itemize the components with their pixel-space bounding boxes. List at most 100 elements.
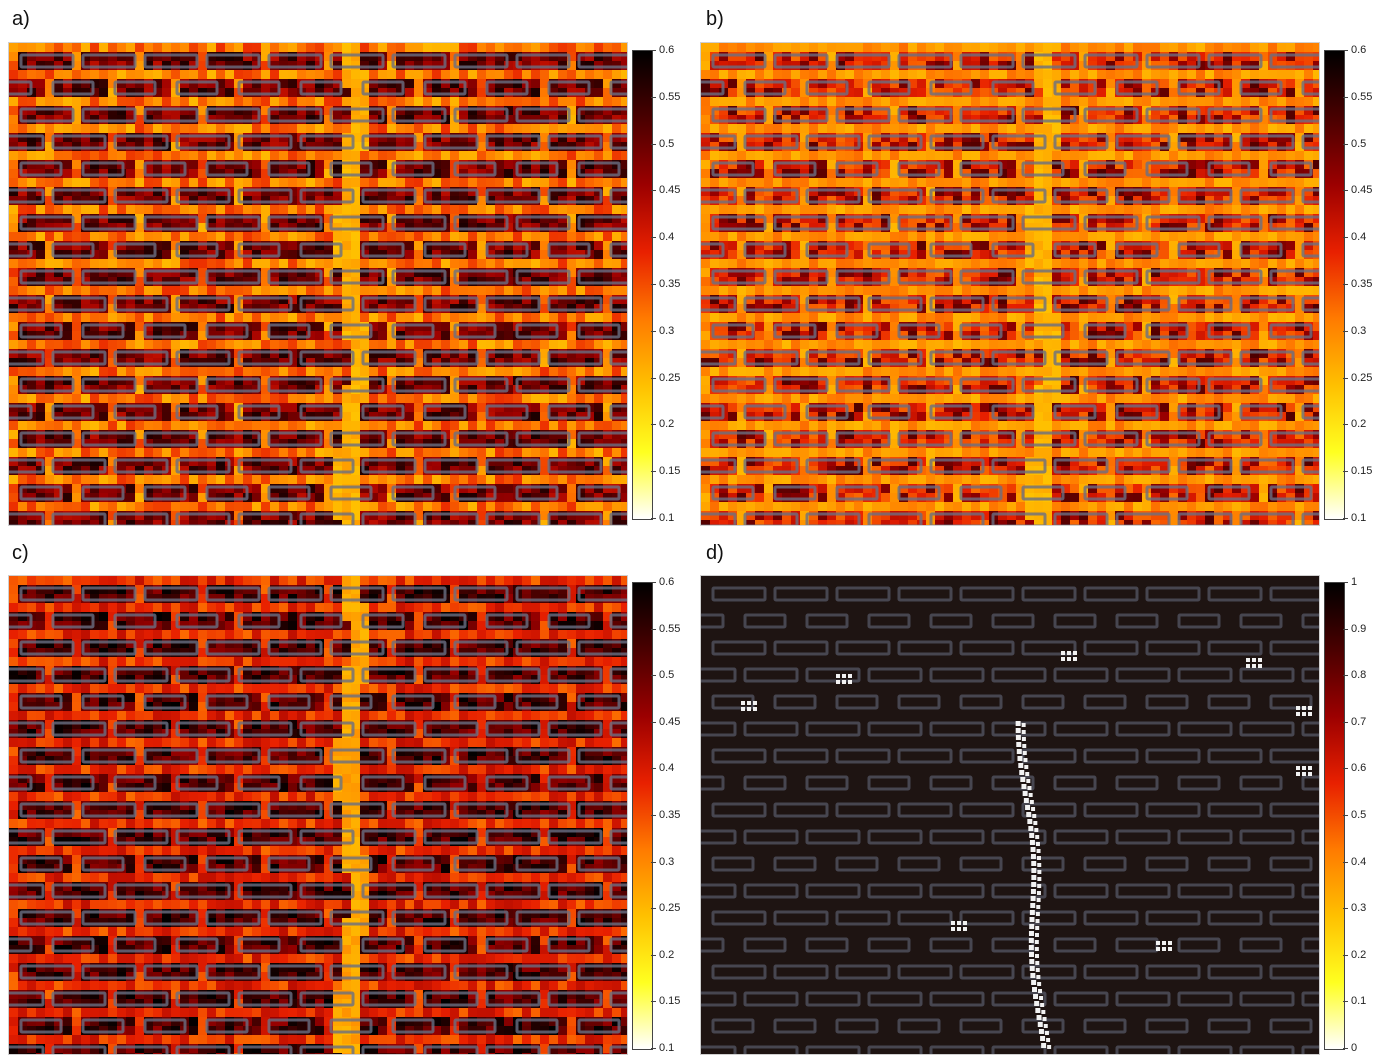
colorbar-tick-label: 0.15: [659, 465, 681, 477]
colorbar-tick-label: 0: [1351, 1042, 1358, 1054]
colorbar-tick: [1343, 908, 1348, 909]
colorbar-tick: [651, 629, 656, 630]
colorbar-tick: [1343, 190, 1348, 191]
colorbar-tick: [1343, 768, 1348, 769]
heatmap-svg: [701, 43, 1319, 525]
colorbar-tick-label: 0.4: [659, 231, 675, 243]
colorbar-tick-label: 0.9: [1351, 623, 1367, 635]
colorbar-tick-label: 0.5: [1351, 138, 1367, 150]
colorbar-tick: [1343, 862, 1348, 863]
colorbar-tick-label: 0.55: [659, 623, 681, 635]
panel-b-heatmap: [700, 42, 1320, 526]
colorbar-tick: [651, 471, 656, 472]
panel-c-heatmap: [8, 575, 628, 1055]
colorbar-tick: [1343, 378, 1348, 379]
colorbar-tick-label: 0.55: [1351, 91, 1373, 103]
colorbar-tick-label: 0.2: [1351, 949, 1367, 961]
panel-b-colorbar: 0.6 0.55 0.5 0.45 0.4 0.35 0.3 0.25 0.2 0.15 0.1: [1324, 44, 1384, 524]
colorbar-tick-label: 0.15: [659, 995, 681, 1007]
colorbar-tick: [651, 237, 656, 238]
colorbar-tick: [651, 722, 656, 723]
colorbar-tick-label: 0.35: [1351, 278, 1373, 290]
colorbar-tick: [1343, 144, 1348, 145]
heatmap-svg: [701, 576, 1319, 1054]
colorbar-tick: [1343, 722, 1348, 723]
panel-a-colorbar: 0.6 0.55 0.5 0.45 0.4 0.35 0.3 0.25 0.2 0.15 0.1: [632, 44, 692, 524]
colorbar-tick-label: 0.5: [659, 669, 675, 681]
colorbar-tick: [1343, 1001, 1348, 1002]
colorbar-tick: [651, 1048, 656, 1049]
colorbar-tick-label: 0.3: [659, 856, 675, 868]
colorbar-tick: [651, 144, 656, 145]
colorbar-tick: [1343, 424, 1348, 425]
colorbar-tick-label: 0.45: [659, 184, 681, 196]
colorbar-tick: [651, 862, 656, 863]
colorbar-tick: [651, 908, 656, 909]
colorbar-tick: [1343, 582, 1348, 583]
colorbar-tick-label: 0.2: [659, 418, 675, 430]
colorbar-tick-label: 0.25: [659, 372, 681, 384]
colorbar-gradient: [632, 50, 653, 520]
colorbar-tick: [651, 675, 656, 676]
panel-d-label: d): [706, 542, 724, 564]
panel-a-heatmap: [8, 42, 628, 526]
colorbar-gradient: [1324, 50, 1345, 520]
colorbar-tick-label: 0.7: [1351, 716, 1367, 728]
colorbar-tick: [1343, 518, 1348, 519]
panel-d-heatmap: [700, 575, 1320, 1055]
panel-d-colorbar: 1 0.9 0.8 0.7 0.6 0.5 0.4 0.3 0.2 0.1 0: [1324, 576, 1384, 1054]
colorbar-tick: [1343, 237, 1348, 238]
colorbar-tick: [1343, 675, 1348, 676]
colorbar-tick-label: 0.45: [659, 716, 681, 728]
colorbar-tick: [1343, 471, 1348, 472]
colorbar-tick-label: 0.25: [659, 902, 681, 914]
colorbar-tick-label: 0.35: [659, 809, 681, 821]
colorbar-gradient: [632, 582, 653, 1050]
colorbar-tick-label: 0.1: [1351, 995, 1367, 1007]
colorbar-gradient: [1324, 582, 1345, 1050]
colorbar-tick: [651, 50, 656, 51]
colorbar-tick-label: 0.25: [1351, 372, 1373, 384]
colorbar-tick-label: 0.8: [1351, 669, 1367, 681]
colorbar-tick-label: 0.6: [1351, 44, 1367, 56]
colorbar-tick: [651, 378, 656, 379]
colorbar-tick-label: 0.6: [659, 576, 675, 588]
colorbar-tick-label: 0.1: [659, 512, 675, 524]
panel-b-label: b): [706, 8, 724, 30]
colorbar-tick-label: 0.55: [659, 91, 681, 103]
colorbar-tick: [1343, 629, 1348, 630]
colorbar-tick-label: 0.15: [1351, 465, 1373, 477]
colorbar-tick: [651, 1001, 656, 1002]
colorbar-tick-label: 0.6: [659, 44, 675, 56]
colorbar-tick: [1343, 97, 1348, 98]
colorbar-tick-label: 0.3: [1351, 902, 1367, 914]
colorbar-tick: [1343, 955, 1348, 956]
colorbar-tick-label: 0.3: [659, 325, 675, 337]
colorbar-tick: [1343, 1048, 1348, 1049]
panel-c-label: c): [12, 542, 29, 564]
colorbar-tick: [651, 768, 656, 769]
colorbar-tick-label: 0.4: [1351, 856, 1367, 868]
colorbar-tick-label: 0.4: [1351, 231, 1367, 243]
colorbar-tick-label: 0.2: [1351, 418, 1367, 430]
colorbar-tick-label: 0.2: [659, 949, 675, 961]
colorbar-tick-label: 1: [1351, 576, 1358, 588]
colorbar-tick-label: 0.4: [659, 762, 675, 774]
colorbar-tick-label: 0.3: [1351, 325, 1367, 337]
colorbar-tick: [651, 284, 656, 285]
colorbar-tick-label: 0.45: [1351, 184, 1373, 196]
colorbar-tick: [651, 97, 656, 98]
panel-c-colorbar: 0.6 0.55 0.5 0.45 0.4 0.35 0.3 0.25 0.2 0.15 0.1: [632, 576, 692, 1054]
colorbar-tick-label: 0.5: [659, 138, 675, 150]
panel-a-label: a): [12, 8, 30, 30]
colorbar-tick: [651, 424, 656, 425]
colorbar-tick: [651, 815, 656, 816]
colorbar-tick-label: 0.1: [659, 1042, 675, 1054]
colorbar-tick: [1343, 331, 1348, 332]
colorbar-tick-label: 0.6: [1351, 762, 1367, 774]
colorbar-tick-label: 0.5: [1351, 809, 1367, 821]
colorbar-tick: [651, 582, 656, 583]
colorbar-tick: [651, 518, 656, 519]
colorbar-tick: [651, 331, 656, 332]
colorbar-tick: [651, 955, 656, 956]
